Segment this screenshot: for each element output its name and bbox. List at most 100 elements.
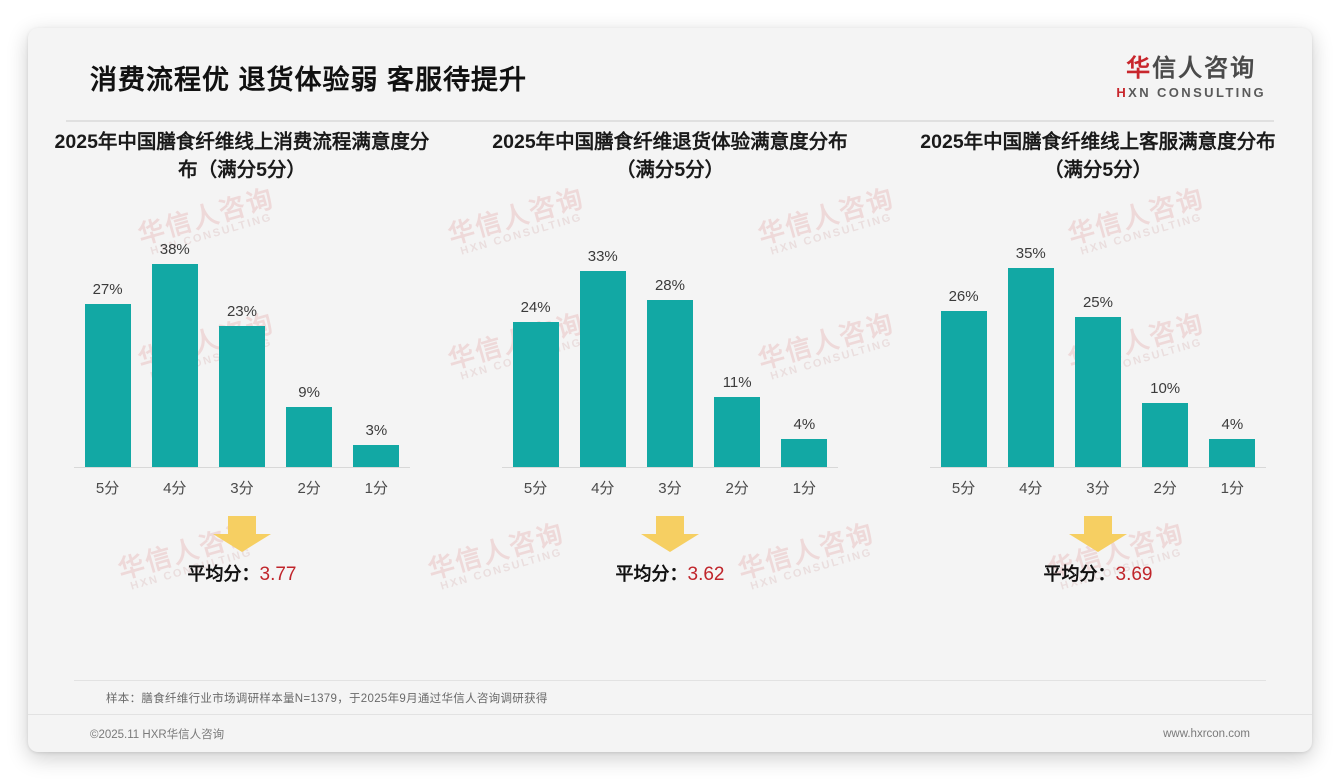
average-score-label: 平均分： [187, 564, 260, 584]
chart-title: 2025年中国膳食纤维退货体验满意度分布（满分5分） [492, 131, 848, 182]
bar [1007, 268, 1054, 467]
logo-en-rest: XN CONSULTING [1128, 85, 1266, 100]
bar [646, 300, 693, 467]
bar-item: 28% [638, 231, 702, 467]
down-arrow-icon [213, 516, 271, 552]
average-score-block: 平均分：3.62 [466, 516, 874, 596]
x-tick-label: 2分 [725, 480, 749, 497]
logo-english-text: HXN CONSULTING [1116, 85, 1266, 100]
bar-item: 10% [1133, 231, 1197, 467]
chart-title: 2025年中国膳食纤维线上客服满意度分布（满分5分） [920, 131, 1276, 182]
bar-value-label: 23% [226, 303, 257, 320]
bar-item: 11% [705, 231, 769, 467]
x-axis-line [930, 467, 1266, 468]
bar-item: 24% [504, 231, 568, 467]
bar [353, 445, 400, 467]
bar [579, 271, 626, 467]
website-text: www.hxrcon.com [1163, 727, 1250, 740]
bar-item: 38% [143, 231, 207, 467]
x-tick-label: 4分 [591, 480, 615, 497]
header-divider [66, 120, 1274, 122]
average-score-text: 平均分：3.77 [38, 560, 446, 586]
slide-header: 消费流程优 退货体验弱 客服待提升 华信人咨询 HXN CONSULTING [28, 28, 1312, 122]
average-score-block: 平均分：3.69 [894, 516, 1302, 596]
bar [286, 407, 333, 467]
bar-group: 27% 38% 23% 9% [74, 231, 410, 467]
average-score-text: 平均分：3.62 [466, 560, 874, 586]
bar [1074, 317, 1121, 467]
chart-panel-consumption-flow: 2025年中国膳食纤维线上消费流程满意度分布（满分5分） 27% 38% 23% [28, 128, 456, 596]
x-tick-label: 1分 [364, 480, 388, 497]
x-tick-label: 3分 [1086, 480, 1110, 497]
bar-value-label: 11% [722, 374, 752, 391]
bar-item: 4% [772, 231, 836, 467]
bar-value-label: 24% [520, 299, 551, 316]
x-tick-label: 2分 [1153, 480, 1177, 497]
logo-en-accent-char: H [1116, 85, 1129, 100]
sample-footnote: 样本：膳食纤维行业市场调研样本量N=1379，于2025年9月通过华信人咨询调研… [106, 693, 548, 705]
bar-value-label: 28% [654, 277, 685, 294]
average-score-label: 平均分： [615, 564, 688, 584]
bar-value-label: 25% [1082, 294, 1113, 311]
bar-item: 25% [1066, 231, 1130, 467]
x-axis-tick-labels: 5分 4分 3分 2分 1分 [502, 477, 838, 498]
logo-rest-chars: 信人咨询 [1152, 55, 1257, 82]
x-tick-label: 4分 [163, 480, 187, 497]
bar [84, 304, 131, 467]
average-score-value: 3.62 [687, 564, 725, 585]
bar-item: 27% [76, 231, 140, 467]
bar [218, 326, 265, 467]
bar-value-label: 33% [587, 248, 618, 265]
bar-value-label: 27% [92, 281, 123, 298]
brand-logo: 华信人咨询 HXN CONSULTING [1116, 48, 1266, 100]
x-tick-label: 1分 [792, 480, 816, 497]
bar-chart-plot: 26% 35% 25% 10% [930, 232, 1266, 502]
bar-value-label: 3% [365, 422, 388, 439]
bar-item: 26% [932, 231, 996, 467]
bar-item: 33% [571, 231, 635, 467]
average-score-value: 3.77 [259, 564, 297, 585]
bar-item: 4% [1200, 231, 1264, 467]
bar-value-label: 4% [1221, 416, 1244, 433]
footnote-divider [74, 680, 1266, 681]
bar-value-label: 26% [948, 288, 979, 305]
average-score-block: 平均分：3.77 [38, 516, 446, 596]
charts-row: 2025年中国膳食纤维线上消费流程满意度分布（满分5分） 27% 38% 23% [28, 128, 1312, 596]
x-tick-label: 2分 [297, 480, 321, 497]
page-title: 消费流程优 退货体验弱 客服待提升 [90, 65, 528, 95]
bar [512, 322, 559, 467]
bar-group: 24% 33% 28% 11% [502, 231, 838, 467]
bar-value-label: 4% [793, 416, 816, 433]
slide-card: 华信人咨询 HXN CONSULTING 华信人咨询 HXN CONSULTIN… [28, 28, 1312, 752]
bar-chart-plot: 27% 38% 23% 9% [74, 232, 410, 502]
bar-chart-plot: 24% 33% 28% 11% [502, 232, 838, 502]
bar [781, 439, 828, 467]
x-tick-label: 5分 [523, 480, 548, 497]
bar-value-label: 9% [298, 384, 320, 401]
bar-item: 9% [277, 231, 341, 467]
x-axis-tick-labels: 5分 4分 3分 2分 1分 [74, 477, 410, 498]
x-axis-tick-labels: 5分 4分 3分 2分 1分 [930, 477, 1266, 498]
chart-title: 2025年中国膳食纤维线上消费流程满意度分布（满分5分） [54, 131, 430, 182]
copyright-text: ©2025.11 HXR华信人咨询 [90, 728, 225, 741]
average-score-text: 平均分：3.69 [894, 560, 1302, 586]
average-score-value: 3.69 [1115, 564, 1153, 585]
bar [940, 311, 987, 467]
bar-value-label: 35% [1015, 245, 1046, 262]
footnote-section: 样本：膳食纤维行业市场调研样本量N=1379，于2025年9月通过华信人咨询调研… [28, 680, 1312, 706]
x-tick-label: 5分 [951, 480, 976, 497]
x-tick-label: 3分 [230, 480, 254, 497]
x-tick-label: 5分 [95, 480, 120, 497]
x-tick-label: 1分 [1220, 480, 1244, 497]
bar-value-label: 38% [159, 241, 190, 258]
bar [714, 397, 761, 467]
down-arrow-icon [1069, 516, 1127, 552]
slide-footer: ©2025.11 HXR华信人咨询 www.hxrcon.com [28, 714, 1312, 752]
bar-item: 3% [344, 231, 408, 467]
bar-group: 26% 35% 25% 10% [930, 231, 1266, 467]
average-score-label: 平均分： [1043, 564, 1116, 584]
bar-item: 35% [999, 231, 1063, 467]
bar [1142, 403, 1189, 467]
chart-panel-customer-service: 2025年中国膳食纤维线上客服满意度分布（满分5分） 26% 35% 25% [884, 128, 1312, 596]
logo-chinese-text: 华信人咨询 [1116, 48, 1266, 83]
